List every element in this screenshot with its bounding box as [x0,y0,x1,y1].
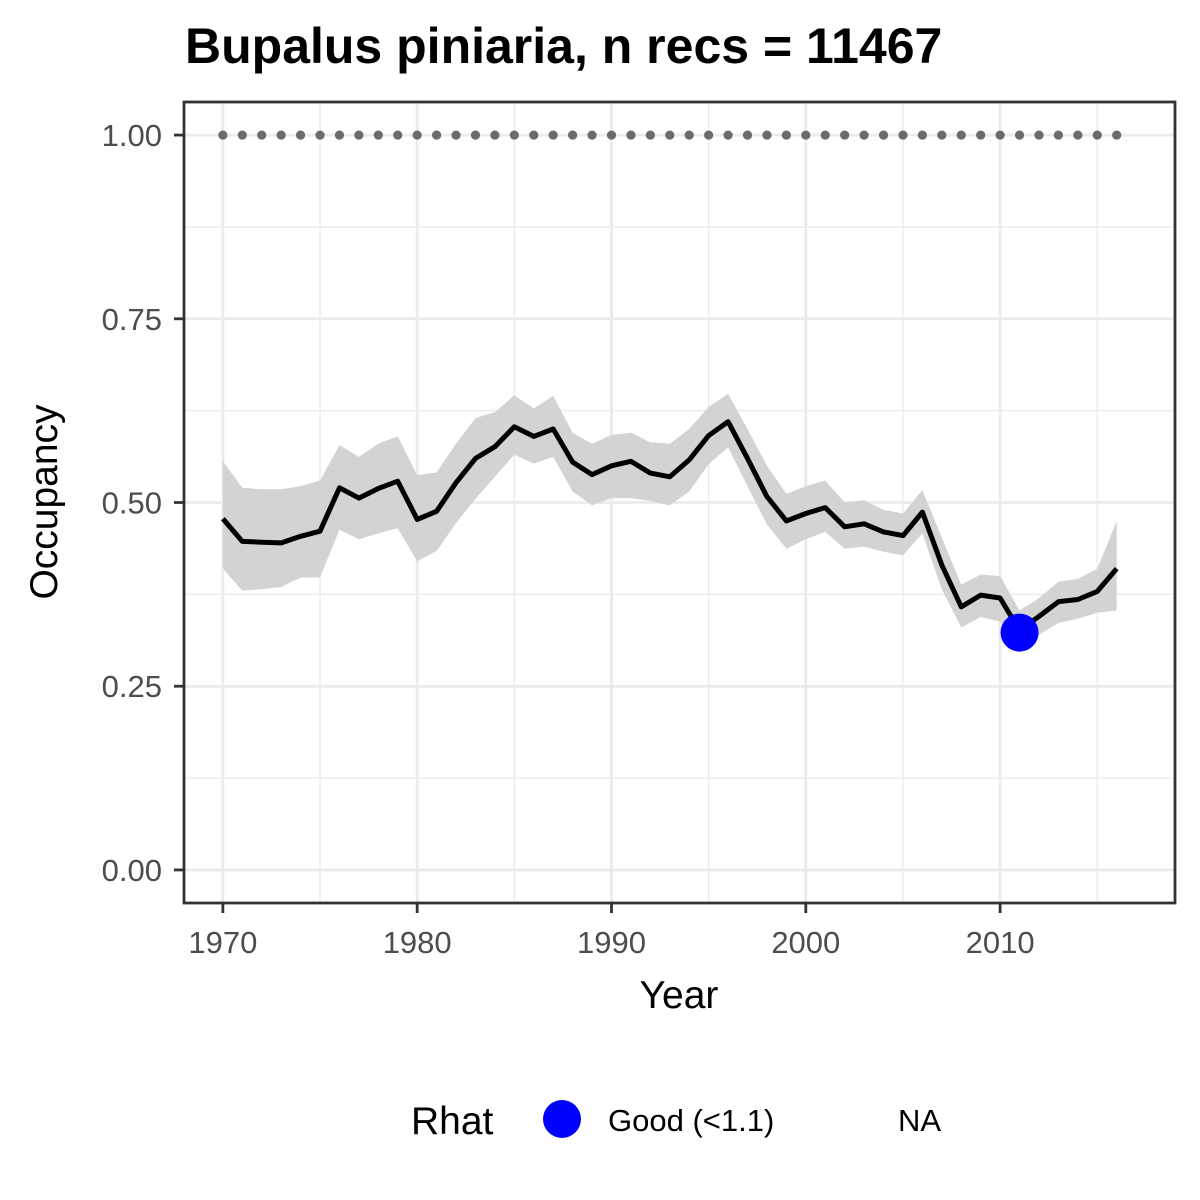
reference-dot [742,130,753,140]
legend-label-good: Good (<1.1) [608,1103,774,1138]
y-axis-title: Occupancy [23,404,66,600]
reference-dot [820,130,830,140]
y-tick-label: 0.50 [102,486,162,521]
y-tick-label: 0.00 [102,853,162,888]
reference-dot [626,130,636,140]
reference-dot [840,130,850,140]
reference-dot [995,130,1005,140]
reference-dot [898,130,908,140]
reference-dot [451,130,461,140]
reference-dot [315,130,325,140]
reference-dot [393,130,403,140]
legend: Rhat Good (<1.1) NA [411,1100,941,1143]
reference-dot [976,130,986,140]
reference-dot [704,130,714,140]
chart-title: Bupalus piniaria, n recs = 11467 [185,18,942,74]
reference-dot [548,130,558,140]
reference-dot [412,130,422,140]
reference-dot [801,130,811,140]
x-tick-label: 2010 [966,925,1035,960]
reference-dot [509,130,519,140]
occupancy-line [220,419,1119,633]
reference-dot [1034,130,1044,140]
reference-dot [432,130,442,140]
reference-dot [878,130,889,140]
reference-dot [295,130,306,140]
y-tick-label: 0.75 [102,302,162,337]
reference-dot [218,130,228,140]
legend-label-na: NA [898,1103,941,1138]
reference-dot [1112,130,1122,140]
reference-dot [373,130,383,140]
highlight-points [1000,613,1039,652]
reference-dot [665,130,675,140]
reference-dot [1073,130,1083,140]
x-tick-label: 1970 [188,925,257,960]
reference-dot [257,130,267,140]
reference-dot [568,130,578,140]
x-tick-label: 2000 [771,925,840,960]
reference-dot [956,130,966,140]
y-tick-label: 0.25 [102,669,162,704]
reference-dot [334,130,345,140]
reference-dot [276,130,286,140]
reference-dot [762,130,772,140]
reference-dot [587,130,597,140]
reference-dot [354,130,364,140]
reference-dot [937,130,947,140]
reference-dot [1092,130,1102,140]
x-tick-label: 1990 [577,925,646,960]
x-axis-title: Year [640,974,719,1017]
reference-dot [917,130,927,140]
reference-dot [645,130,655,140]
rhat-point [1000,613,1039,652]
legend-key-good [543,1100,581,1138]
confidence-ribbon [222,393,1117,653]
reference-dot [490,130,500,140]
reference-dot [470,130,481,140]
reference-dot [606,130,617,140]
legend-title: Rhat [411,1100,494,1143]
trend-line [220,419,1119,633]
x-tick-label: 1980 [383,925,452,960]
reference-dot [237,130,247,140]
axis-ticks: 1970 1980 1990 2000 2010 0.00 0.25 0.50 0.75 1.00 [102,118,1035,960]
reference-dot [859,130,869,140]
confidence-band [222,393,1117,653]
reference-dot [1053,130,1064,140]
reference-dot [1014,130,1025,140]
reference-dot [684,130,694,140]
reference-dot [781,130,791,140]
reference-dot [723,130,733,140]
y-tick-label: 1.00 [102,118,162,153]
reference-dot [529,130,539,140]
reference-line [218,130,1122,140]
